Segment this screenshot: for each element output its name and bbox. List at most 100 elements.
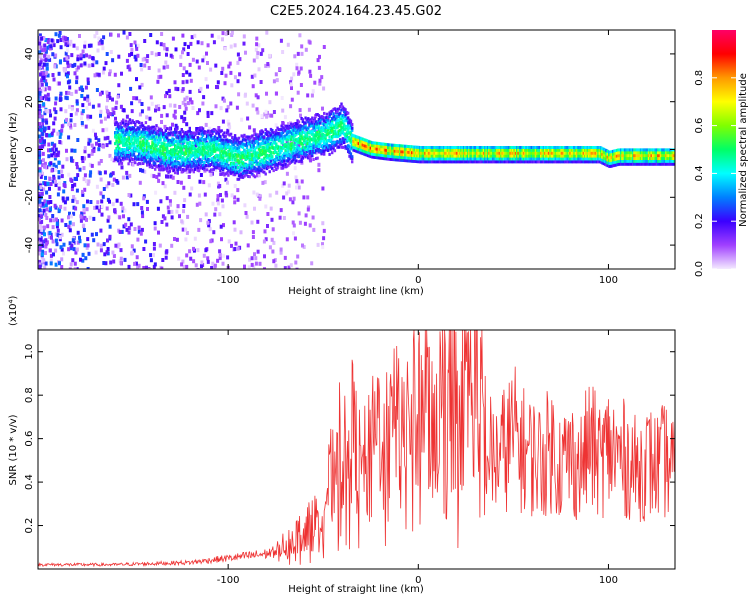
- heatmap-cell: [292, 130, 295, 134]
- heatmap-cell: [320, 136, 323, 140]
- heatmap-cell: [247, 149, 250, 153]
- heatmap-cell: [309, 158, 313, 163]
- heatmap-cell: [288, 154, 291, 158]
- heatmap-cell: [425, 146, 428, 149]
- heatmap-cell: [520, 157, 523, 161]
- heatmap-cell: [184, 168, 187, 172]
- heatmap-cell: [502, 148, 506, 152]
- heatmap-cell: [100, 90, 104, 95]
- heatmap-cell: [296, 119, 299, 123]
- heatmap-cell: [448, 154, 451, 158]
- heatmap-cell: [378, 156, 382, 160]
- heatmap-cell: [116, 144, 120, 148]
- heatmap-cell: [176, 162, 179, 166]
- heatmap-cell: [75, 101, 79, 106]
- heatmap-cell: [220, 154, 223, 158]
- heatmap-cell: [265, 161, 269, 165]
- heatmap-cell: [469, 151, 472, 155]
- heatmap-cell: [297, 211, 301, 216]
- heatmap-cell: [250, 74, 254, 79]
- heatmap-cell: [412, 154, 415, 158]
- heatmap-cell: [317, 145, 321, 149]
- heatmap-cell: [389, 152, 392, 156]
- heatmap-cell: [200, 264, 203, 269]
- heatmap-cell: [257, 144, 261, 148]
- heatmap-cell: [179, 132, 182, 136]
- heatmap-cell: [75, 267, 79, 269]
- heatmap-cell: [285, 154, 289, 157]
- heatmap-cell: [179, 155, 182, 159]
- heatmap-cell: [486, 154, 490, 158]
- heatmap-cell: [165, 91, 169, 96]
- heatmap-cell: [410, 156, 414, 160]
- heatmap-cell: [166, 132, 169, 136]
- heatmap-cell: [345, 139, 349, 143]
- heatmap-cell: [171, 148, 174, 152]
- heatmap-cell: [252, 161, 255, 165]
- heatmap-cell: [86, 77, 90, 82]
- heatmap-cell: [105, 109, 109, 114]
- heatmap-cell: [185, 169, 189, 174]
- heatmap-cell: [521, 154, 524, 158]
- heatmap-cell: [243, 264, 246, 269]
- heatmap-cell: [181, 142, 185, 146]
- heatmap-cell: [272, 151, 275, 154]
- heatmap-cell: [273, 139, 277, 143]
- heatmap-cell: [460, 154, 463, 158]
- heatmap-cell: [204, 212, 208, 217]
- heatmap-cell: [484, 151, 487, 155]
- heatmap-cell: [473, 151, 476, 155]
- heatmap-cell: [432, 148, 435, 152]
- heatmap-cell: [171, 153, 174, 157]
- heatmap-cell: [182, 47, 186, 52]
- heatmap-cell: [175, 130, 178, 134]
- heatmap-cell: [394, 155, 398, 159]
- heatmap-cell: [196, 154, 199, 158]
- heatmap-cell: [474, 160, 478, 164]
- heatmap-cell: [336, 122, 339, 125]
- heatmap-cell: [119, 129, 122, 133]
- heatmap-cell: [255, 133, 258, 137]
- heatmap-cell: [255, 169, 258, 173]
- heatmap-cell: [276, 163, 279, 167]
- heatmap-cell: [89, 200, 93, 204]
- heatmap-cell: [193, 159, 197, 163]
- heatmap-cell: [481, 157, 484, 161]
- heatmap-cell: [239, 144, 242, 148]
- heatmap-cell: [133, 227, 137, 231]
- heatmap-cell: [170, 159, 173, 163]
- heatmap-cell: [158, 135, 161, 139]
- heatmap-cell: [351, 123, 354, 126]
- heatmap-cell: [208, 152, 211, 156]
- heatmap-cell: [296, 153, 299, 157]
- heatmap-cell: [40, 136, 44, 141]
- heatmap-cell: [69, 113, 73, 118]
- heatmap-cell: [271, 167, 274, 171]
- heatmap-cell: [340, 114, 343, 118]
- heatmap-cell: [51, 179, 55, 184]
- heatmap-cell: [148, 267, 151, 269]
- heatmap-cell: [70, 92, 74, 96]
- heatmap-cell: [114, 157, 117, 161]
- heatmap-cell: [296, 138, 299, 142]
- heatmap-cell: [393, 152, 396, 156]
- heatmap-cell: [171, 137, 174, 141]
- heatmap-cell: [244, 211, 248, 215]
- heatmap-cell: [123, 139, 126, 143]
- heatmap-cell: [181, 73, 185, 77]
- heatmap-cell: [486, 157, 490, 161]
- heatmap-cell: [299, 151, 302, 155]
- heatmap-cell: [163, 46, 167, 51]
- heatmap-cell: [421, 148, 424, 152]
- heatmap-cell: [312, 126, 315, 130]
- heatmap-cell: [54, 232, 58, 237]
- heatmap-cell: [206, 114, 210, 118]
- heatmap-cell: [224, 164, 227, 168]
- heatmap-cell: [548, 146, 551, 149]
- heatmap-cell: [47, 97, 51, 102]
- heatmap-cell: [57, 71, 61, 76]
- heatmap-cell: [229, 139, 233, 143]
- heatmap-cell: [295, 185, 298, 190]
- heatmap-cell: [532, 146, 535, 149]
- heatmap-cell: [311, 89, 315, 94]
